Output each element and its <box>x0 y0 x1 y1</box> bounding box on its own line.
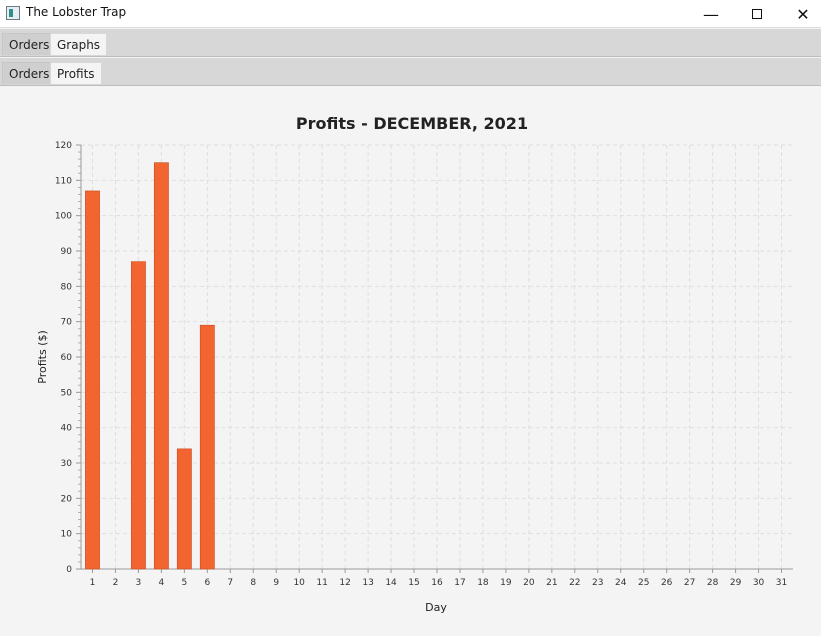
chart-grid <box>81 144 793 570</box>
y-tick-label: 50 <box>61 388 73 398</box>
y-tick-label: 120 <box>55 141 72 151</box>
x-tick-label: 30 <box>753 578 765 588</box>
x-tick-label: 18 <box>477 578 489 588</box>
x-tick-label: 3 <box>136 578 142 588</box>
maximize-icon <box>752 9 762 19</box>
graphs-sub-tab-bar: Orders Profits <box>0 58 821 86</box>
close-button[interactable]: ✕ <box>780 0 821 28</box>
x-tick-label: 27 <box>684 578 695 588</box>
x-tick-label: 2 <box>113 578 119 588</box>
y-tick-label: 40 <box>61 424 73 434</box>
y-tick-label: 20 <box>61 494 73 504</box>
x-tick-label: 15 <box>408 578 419 588</box>
x-tick-label: 6 <box>204 578 210 588</box>
bar-day-4 <box>153 162 169 570</box>
subtab-orders[interactable]: Orders <box>2 62 57 84</box>
minimize-button[interactable]: — <box>688 0 734 28</box>
y-tick-label: 80 <box>61 282 73 292</box>
x-tick-label: 17 <box>454 578 465 588</box>
x-tick-label: 8 <box>250 578 256 588</box>
y-tick-label: 10 <box>61 530 73 540</box>
x-tick-label: 24 <box>615 578 627 588</box>
close-icon: ✕ <box>796 4 810 24</box>
bar-day-6 <box>199 324 215 570</box>
bar-day-1 <box>85 190 100 570</box>
x-tick-label: 22 <box>569 578 580 588</box>
x-tick-label: 12 <box>339 578 350 588</box>
x-tick-label: 26 <box>661 578 673 588</box>
minimize-icon: — <box>703 4 719 24</box>
y-tick-label: 100 <box>55 212 72 222</box>
bar-day-3 <box>130 261 146 570</box>
y-tick-label: 30 <box>61 459 73 469</box>
chart-bars <box>85 162 215 570</box>
y-tick-label: 110 <box>55 176 72 186</box>
x-tick-label: 14 <box>385 578 397 588</box>
x-tick-label: 5 <box>181 578 187 588</box>
x-tick-label: 10 <box>293 578 305 588</box>
y-tick-label: 90 <box>61 247 73 257</box>
x-tick-label: 7 <box>227 578 233 588</box>
x-tick-label: 28 <box>707 578 719 588</box>
x-tick-label: 29 <box>730 578 742 588</box>
x-tick-label: 11 <box>316 578 327 588</box>
app-window-icon <box>6 6 20 20</box>
x-tick-label: 25 <box>638 578 649 588</box>
subtab-profits[interactable]: Profits <box>50 62 102 84</box>
x-tick-label: 19 <box>500 578 512 588</box>
x-tick-label: 20 <box>523 578 535 588</box>
tab-orders[interactable]: Orders <box>2 33 57 55</box>
x-tick-label: 13 <box>362 578 373 588</box>
x-axis-label: Day <box>425 601 447 614</box>
chart-axes <box>76 144 793 573</box>
main-tab-bar: Orders Graphs <box>0 29 821 57</box>
tab-graphs[interactable]: Graphs <box>50 33 108 55</box>
x-tick-label: 31 <box>776 578 787 588</box>
x-tick-label: 23 <box>592 578 603 588</box>
x-tick-label: 21 <box>546 578 557 588</box>
y-axis-label: Profits ($) <box>36 330 49 384</box>
x-tick-label: 1 <box>90 578 96 588</box>
x-tick-label: 16 <box>431 578 443 588</box>
y-tick-label: 70 <box>61 318 73 328</box>
x-tick-label: 4 <box>159 578 165 588</box>
chart-title: Profits - DECEMBER, 2021 <box>296 114 528 133</box>
title-bar: The Lobster Trap — ✕ <box>0 0 821 28</box>
y-tick-label: 60 <box>61 353 73 363</box>
y-tick-label: 0 <box>66 565 72 575</box>
x-tick-label: 9 <box>273 578 279 588</box>
window-title: The Lobster Trap <box>26 5 127 19</box>
maximize-button[interactable] <box>734 0 780 28</box>
bar-day-5 <box>176 448 192 570</box>
